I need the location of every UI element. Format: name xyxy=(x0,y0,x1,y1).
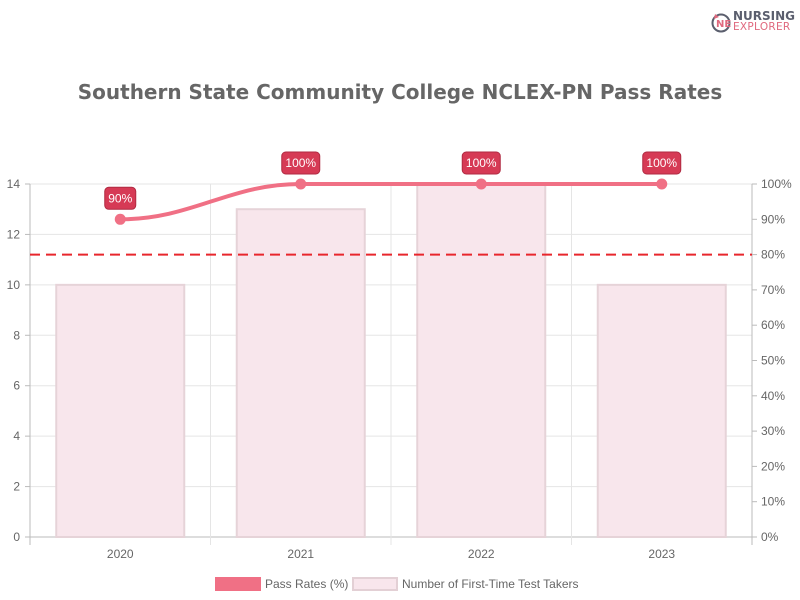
x-tick-label: 2021 xyxy=(287,547,314,561)
x-tick-label: 2022 xyxy=(468,547,495,561)
brand-line2: EXPLORER xyxy=(733,21,791,33)
chart-title: Southern State Community College NCLEX-P… xyxy=(77,80,723,104)
data-label-badge xyxy=(461,151,501,175)
y-right-tick-label: 0% xyxy=(761,530,779,544)
data-label-text: 100% xyxy=(285,156,316,170)
pass-rate-point[interactable] xyxy=(114,213,126,225)
data-label-badge xyxy=(104,186,137,210)
data-label-badge xyxy=(642,151,682,175)
data-label-text: 100% xyxy=(466,156,497,170)
y-right-tick-label: 50% xyxy=(761,354,785,368)
y-left-tick-label: 4 xyxy=(13,429,20,443)
y-left-tick-label: 2 xyxy=(13,480,20,494)
y-right-tick-label: 10% xyxy=(761,495,785,509)
pass-rate-point[interactable] xyxy=(656,178,668,190)
nursing-explorer-logo: NE NURSING EXPLORER xyxy=(710,8,800,36)
bar-2021[interactable] xyxy=(235,208,366,538)
brand-line1: NURSING xyxy=(733,9,796,23)
y-left-tick-label: 10 xyxy=(7,278,21,292)
y-left-tick-label: 12 xyxy=(7,227,21,241)
data-label-text: 100% xyxy=(646,156,677,170)
y-left-tick-label: 0 xyxy=(13,530,20,544)
legend: Pass Rates (%) Number of First-Time Test… xyxy=(0,576,800,594)
y-right-tick-label: 60% xyxy=(761,318,785,332)
bar-2020[interactable] xyxy=(55,283,186,538)
x-tick-label: 2020 xyxy=(107,547,134,561)
legend-item-pass-rates[interactable]: Pass Rates (%) xyxy=(215,576,348,592)
y-right-tick-label: 40% xyxy=(761,389,785,403)
y-left-tick-label: 6 xyxy=(13,379,20,393)
data-label-badge xyxy=(281,151,321,175)
y-left-tick-label: 14 xyxy=(7,177,21,191)
y-right-tick-label: 80% xyxy=(761,248,785,262)
y-right-tick-label: 90% xyxy=(761,212,785,226)
svg-text:NE: NE xyxy=(716,19,731,30)
y-left-tick-label: 8 xyxy=(13,328,20,342)
legend-item-test-takers[interactable]: Number of First-Time Test Takers xyxy=(352,576,578,592)
bar-2023[interactable] xyxy=(596,283,727,538)
bar-2022[interactable] xyxy=(416,183,547,538)
ne-logo-icon: NE xyxy=(711,13,731,33)
legend-swatch-test-takers xyxy=(352,577,398,591)
legend-label-test-takers: Number of First-Time Test Takers xyxy=(402,577,579,591)
legend-swatch-pass-rates xyxy=(215,577,261,591)
y-right-tick-label: 70% xyxy=(761,283,785,297)
y-right-tick-label: 100% xyxy=(761,177,792,191)
y-right-tick-label: 20% xyxy=(761,459,785,473)
legend-label-pass-rates: Pass Rates (%) xyxy=(265,577,349,591)
pass-rate-point[interactable] xyxy=(475,178,487,190)
x-tick-label: 2023 xyxy=(648,547,675,561)
pass-rate-point[interactable] xyxy=(295,178,307,190)
y-right-tick-label: 30% xyxy=(761,424,785,438)
data-label-text: 90% xyxy=(108,191,132,205)
pass-rate-line[interactable] xyxy=(120,181,662,222)
